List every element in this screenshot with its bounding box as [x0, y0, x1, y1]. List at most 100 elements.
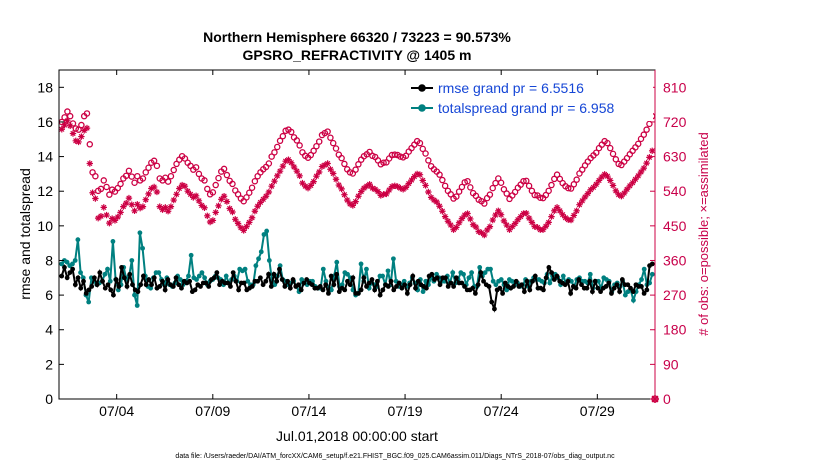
obs-possible-point: [606, 144, 614, 152]
obs-possible-point: [497, 179, 505, 186]
obs-assimilated-point: [598, 173, 606, 181]
obs-assimilated-point: [69, 130, 77, 137]
obs-assimilated-point: [523, 209, 530, 217]
obs-assimilated-point: [416, 171, 424, 178]
rmse-point: [345, 278, 350, 284]
obs-assimilated-point: [408, 176, 415, 184]
rmse-point: [576, 277, 582, 282]
obs-assimilated-point: [190, 194, 197, 201]
x-tick-label: 07/19: [388, 403, 423, 419]
obs-possible-point: [436, 171, 443, 178]
obs-assimilated-point: [357, 188, 365, 195]
rmse-point: [203, 280, 209, 286]
obs-possible-point: [66, 112, 74, 120]
rmse-point: [399, 285, 405, 291]
rmse-point: [225, 280, 231, 286]
obs-assimilated-point: [285, 156, 292, 163]
obs-assimilated-point: [78, 133, 85, 140]
rmse-point: [511, 284, 516, 289]
obs-assimilated-point: [142, 196, 149, 203]
rmse-point: [453, 275, 459, 281]
obs-assimilated-point: [262, 193, 270, 200]
obs-assimilated-point: [352, 198, 359, 205]
obs-assimilated-point: [450, 226, 457, 233]
rmse-point: [606, 280, 612, 286]
y-right-tick-label: 630: [663, 149, 687, 165]
totalspread-point: [137, 230, 143, 236]
rmse-point: [562, 282, 568, 288]
obs-assimilated-point: [355, 193, 362, 200]
obs-possible-point: [612, 156, 620, 163]
obs-possible-point: [220, 165, 228, 173]
obs-assimilated-point: [302, 183, 309, 190]
rmse-point: [260, 282, 266, 288]
rmse-point: [121, 275, 127, 281]
obs-assimilated-point: [567, 216, 575, 224]
x-tick-label: 07/04: [99, 403, 134, 419]
obs-assimilated-point: [478, 229, 485, 236]
obs-assimilated-point: [72, 137, 79, 145]
totalspread-point: [547, 280, 553, 286]
obs-possible-point: [486, 191, 494, 198]
rmse-point: [543, 275, 549, 281]
rmse-point: [445, 284, 451, 289]
rmse-point: [228, 284, 233, 289]
rmse-point: [274, 278, 280, 284]
rmse-point: [179, 285, 184, 291]
obs-possible-point: [455, 188, 463, 195]
obs-assimilated-point: [108, 215, 116, 222]
rmse-point: [271, 271, 277, 277]
y-right-tick-label: 720: [663, 114, 687, 130]
legend-box: [405, 75, 653, 121]
obs-assimilated-point: [618, 193, 625, 200]
y-axis-label-right: # of obs: o=possible; ×=assimilated: [696, 132, 711, 335]
totalspread-point: [560, 273, 566, 279]
totalspread-point: [199, 270, 205, 275]
rmse-point: [176, 282, 182, 288]
rmse-point: [67, 270, 73, 275]
rmse-point: [62, 265, 67, 270]
rmse-point: [598, 289, 603, 295]
obs-assimilated-point: [218, 196, 225, 203]
obs-possible-point: [419, 145, 427, 153]
obs-assimilated-point: [483, 226, 491, 234]
obs-assimilated-point: [282, 157, 289, 165]
obs-assimilated-point: [394, 183, 401, 190]
rmse-point: [173, 275, 179, 281]
obs-assimilated-point: [413, 170, 421, 178]
obs-assimilated-point: [184, 188, 191, 195]
obs-assimilated-point: [181, 183, 189, 190]
obs-assimilated-point: [573, 207, 580, 215]
rmse-point: [541, 287, 546, 293]
obs-possible-point: [643, 126, 650, 133]
rmse-point: [257, 275, 263, 281]
rmse-point: [551, 277, 557, 282]
obs-possible-point: [425, 157, 432, 164]
rmse-point: [86, 287, 92, 293]
obs-assimilated-point: [489, 216, 496, 224]
obs-assimilated-point: [192, 192, 200, 200]
obs-possible-point: [341, 160, 348, 168]
totalspread-point: [509, 278, 515, 284]
obs-possible-point: [634, 140, 642, 148]
obs-assimilated-point: [316, 168, 323, 176]
obs-assimilated-point: [349, 202, 357, 209]
obs-assimilated-point: [310, 178, 317, 185]
obs-possible-point: [520, 177, 527, 185]
obs-assimilated-point: [134, 201, 141, 208]
rmse-point: [492, 306, 497, 312]
y-right-tick-label: 360: [663, 252, 687, 268]
obs-possible-point: [545, 187, 552, 195]
obs-assimilated-point: [92, 195, 99, 202]
obs-assimilated-point: [58, 126, 65, 133]
obs-assimilated-point: [220, 193, 228, 200]
obs-assimilated-point: [629, 179, 636, 186]
rmse-point: [94, 282, 100, 288]
obs-assimilated-point: [439, 208, 446, 215]
obs-possible-point: [246, 189, 253, 196]
obs-assimilated-point: [643, 159, 650, 167]
footer-datafile: data file: /Users/raeder/DAI/ATM_forcXX/…: [175, 453, 615, 460]
obs-assimilated-point: [117, 209, 124, 216]
rmse-point: [355, 290, 361, 296]
obs-assimilated-point: [609, 182, 617, 189]
